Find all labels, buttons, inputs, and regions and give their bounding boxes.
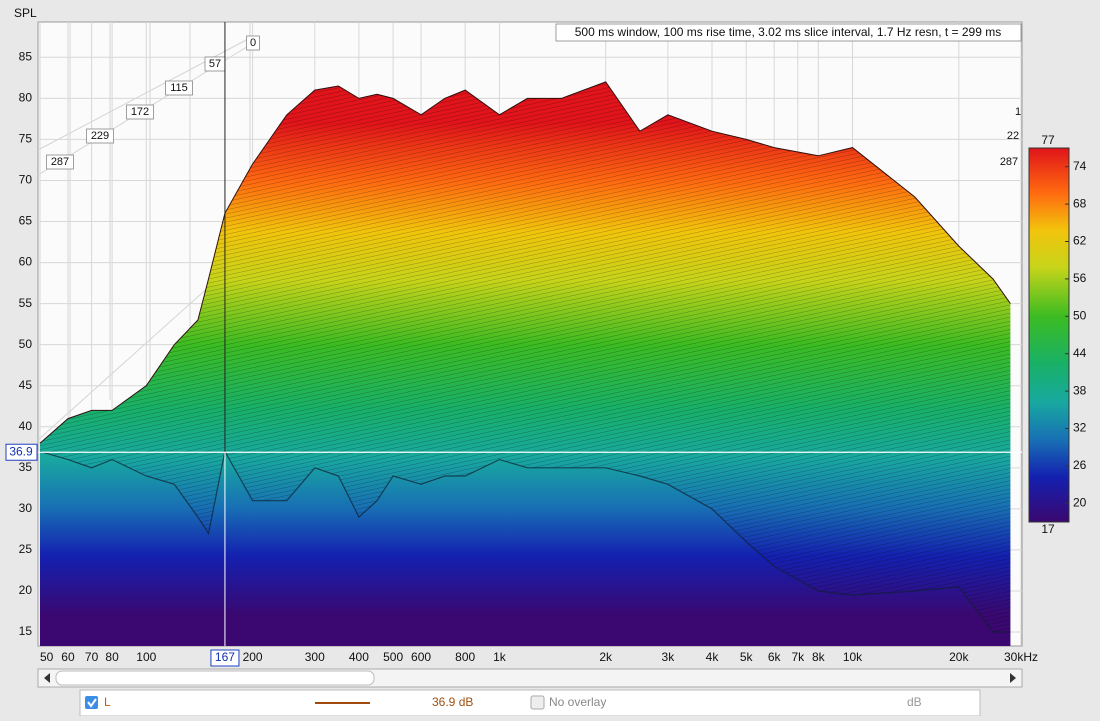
scroll-left[interactable] [44,673,50,683]
cursor-y-label: 36.9 [9,444,33,458]
y-tick-label: 20 [19,583,33,597]
x-tick-label: 100 [136,650,156,664]
overlay-checkbox[interactable] [530,695,545,710]
colorbar-tick-label: 26 [1073,458,1087,472]
z-tick-box [126,104,154,120]
check [87,698,97,708]
x-tick-label: 4k [706,650,720,664]
channel-checkbox[interactable] [85,696,98,709]
y-tick-label: 40 [19,419,33,433]
z-tick-label: 172 [131,106,149,118]
colorbar-tick-label: 50 [1073,308,1087,322]
colorbar-tick-label: 62 [1073,234,1087,248]
channel-name: L [104,695,111,709]
x-tick-label: 500 [383,650,403,664]
x-tick-label: 50 [40,650,54,664]
y-tick-label: 75 [19,132,33,146]
overlay-label: No overlay [549,695,606,709]
colorbar-tick-label: 38 [1073,383,1087,397]
colorbar-min: 17 [1041,522,1055,536]
x-tick-label: 70 [85,650,99,664]
surface [39,81,1011,646]
x-tick-label: 7k [791,650,805,664]
y-tick-label: 45 [19,378,33,392]
z-tick-box [165,80,193,96]
x-tick-label: 600 [411,650,431,664]
x-tick-label: 800 [455,650,475,664]
colorbar-tick-label: 44 [1073,346,1087,360]
z-tick-label: 229 [91,130,109,142]
colorbar-tick-label: 74 [1073,159,1087,173]
y-tick-label: 70 [19,173,33,187]
x-tick-label: 1k [493,650,507,664]
back-slice [39,81,1011,444]
y-tick-label: 80 [19,91,33,105]
z-tick-label-right: 1 [1015,106,1021,118]
z-tick-label-right: 287 [1000,156,1018,168]
y-tick-label: 50 [19,337,33,351]
colorbar-tick-label: 32 [1073,421,1087,435]
y-tick-label: 25 [19,542,33,556]
x-tick-label: 60 [61,650,75,664]
title-box [555,23,1022,42]
x-tick-label: 8k [812,650,826,664]
bottom-bar [79,689,981,717]
x-tick-label: 30kHz [1004,650,1038,664]
y-axis-label: SPL [14,6,37,20]
z-tick-label: 57 [209,58,221,70]
colorbar-max: 77 [1041,133,1055,147]
colorbar-tick-label: 56 [1073,271,1087,285]
z-tick-label: 287 [51,156,69,168]
z-tick-label-right: 22 [1007,130,1019,142]
y-tick-label: 60 [19,255,33,269]
surface-contours [40,81,1011,632]
unit-label: dB [907,695,922,709]
scroll-thumb[interactable] [55,670,375,686]
z-tick-label: 115 [170,82,188,94]
colorbar-tick-label: 68 [1073,196,1087,210]
colorbar-tick-label: 20 [1073,495,1087,509]
x-tick-label: 2k [599,650,613,664]
cursor-value: 36.9 dB [432,695,473,709]
x-tick-label: 400 [349,650,369,664]
z-tick-box [246,35,260,51]
x-tick-label: 5k [740,650,754,664]
y-tick-label: 55 [19,296,33,310]
x-tick-label: 20k [949,650,969,664]
z-tick-box [86,128,114,144]
scroll-right[interactable] [1010,673,1016,683]
front-slice [39,449,1011,633]
z-tick-box [46,154,74,170]
x-tick-label: 3k [662,650,676,664]
scrollbar [37,668,1023,688]
y-tick-label: 35 [19,460,33,474]
colorbar [1028,147,1070,523]
overlay: 287 229 172 115 57 0 287 22 1 36.9 167 [5,22,1022,667]
cursor-x-label: 167 [215,650,235,664]
y-tick-label: 85 [19,49,33,63]
x-tick-label: 10k [843,650,863,664]
x-tick-label: 6k [768,650,782,664]
chart-title: 500 ms window, 100 ms rise time, 3.02 ms… [575,25,1002,39]
x-tick-label: 200 [243,650,263,664]
y-tick-label: 65 [19,214,33,228]
cursor-y-box [5,443,38,461]
y-tick-label: 15 [19,624,33,638]
y-tick-label: 30 [19,501,33,515]
x-tick-label: 80 [105,650,119,664]
x-tick-label: 300 [305,650,325,664]
z-tick-label: 0 [250,37,256,49]
cursor-x-box [210,649,240,667]
